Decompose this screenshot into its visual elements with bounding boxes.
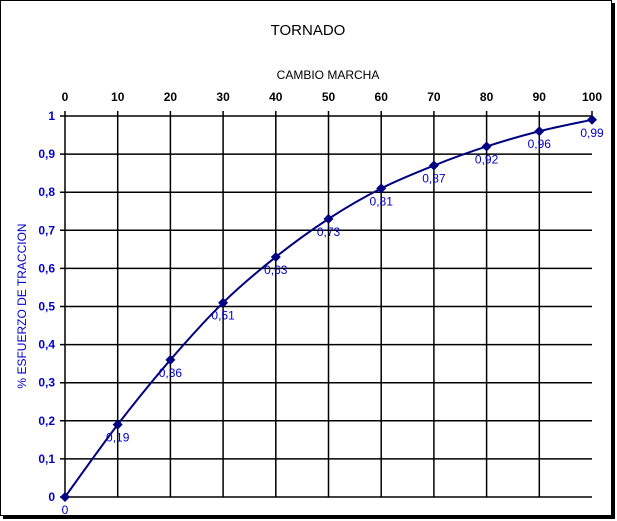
y-tick-label: 0,4 — [38, 338, 55, 352]
data-label: 0,99 — [580, 126, 604, 140]
data-label: 0,51 — [211, 309, 235, 323]
y-tick-label: 0,2 — [38, 414, 55, 428]
data-point-marker — [534, 126, 545, 137]
y-tick-label: 0,6 — [38, 261, 55, 275]
series-line — [64, 118, 593, 498]
x-tick-label: 40 — [269, 90, 283, 104]
data-label: 0,63 — [264, 263, 288, 277]
y-tick-label: 0,3 — [38, 376, 55, 390]
x-tick-label: 80 — [480, 90, 494, 104]
data-label: 0,36 — [159, 366, 183, 380]
y-tick-label: 0 — [48, 490, 55, 504]
data-point-marker — [376, 183, 387, 194]
x-tick-label: 50 — [322, 90, 336, 104]
x-tick-label: 10 — [111, 90, 125, 104]
x-tick-label: 90 — [533, 90, 547, 104]
y-tick-label: 0,8 — [38, 185, 55, 199]
x-tick-label: 30 — [216, 90, 230, 104]
chart-title: TORNADO — [271, 22, 346, 39]
data-label: 0,92 — [475, 152, 499, 166]
data-label: 0 — [62, 503, 69, 517]
data-point-marker — [323, 213, 334, 224]
data-point-marker — [60, 492, 70, 502]
x-tick-label: 60 — [375, 90, 389, 104]
data-label: 0,96 — [528, 137, 552, 151]
y-tick-label: 0,9 — [38, 147, 55, 161]
x-tick-label: 100 — [582, 90, 602, 104]
x-axis-label: CAMBIO MARCHA — [277, 68, 380, 82]
y-tick-label: 0,1 — [38, 452, 55, 466]
y-tick-label: 0,7 — [38, 223, 55, 237]
y-tick-label: 0,5 — [38, 300, 55, 314]
x-tick-label: 0 — [62, 90, 69, 104]
data-label: 0,19 — [106, 431, 130, 445]
data-label: 0,73 — [317, 225, 341, 239]
data-point-marker — [270, 251, 281, 262]
data-point-marker — [165, 354, 176, 365]
y-axis-label: % ESFUERZO DE TRACCION — [15, 223, 29, 388]
x-tick-label: 20 — [164, 90, 178, 104]
data-label: 0,81 — [370, 194, 394, 208]
data-point-marker — [428, 160, 439, 171]
data-point-marker — [587, 114, 597, 125]
x-tick-label: 70 — [427, 90, 441, 104]
data-label: 0,87 — [422, 172, 446, 186]
data-point-marker — [112, 419, 123, 430]
data-point-marker — [218, 297, 229, 308]
data-point-marker — [481, 141, 492, 152]
y-tick-label: 1 — [48, 109, 55, 123]
